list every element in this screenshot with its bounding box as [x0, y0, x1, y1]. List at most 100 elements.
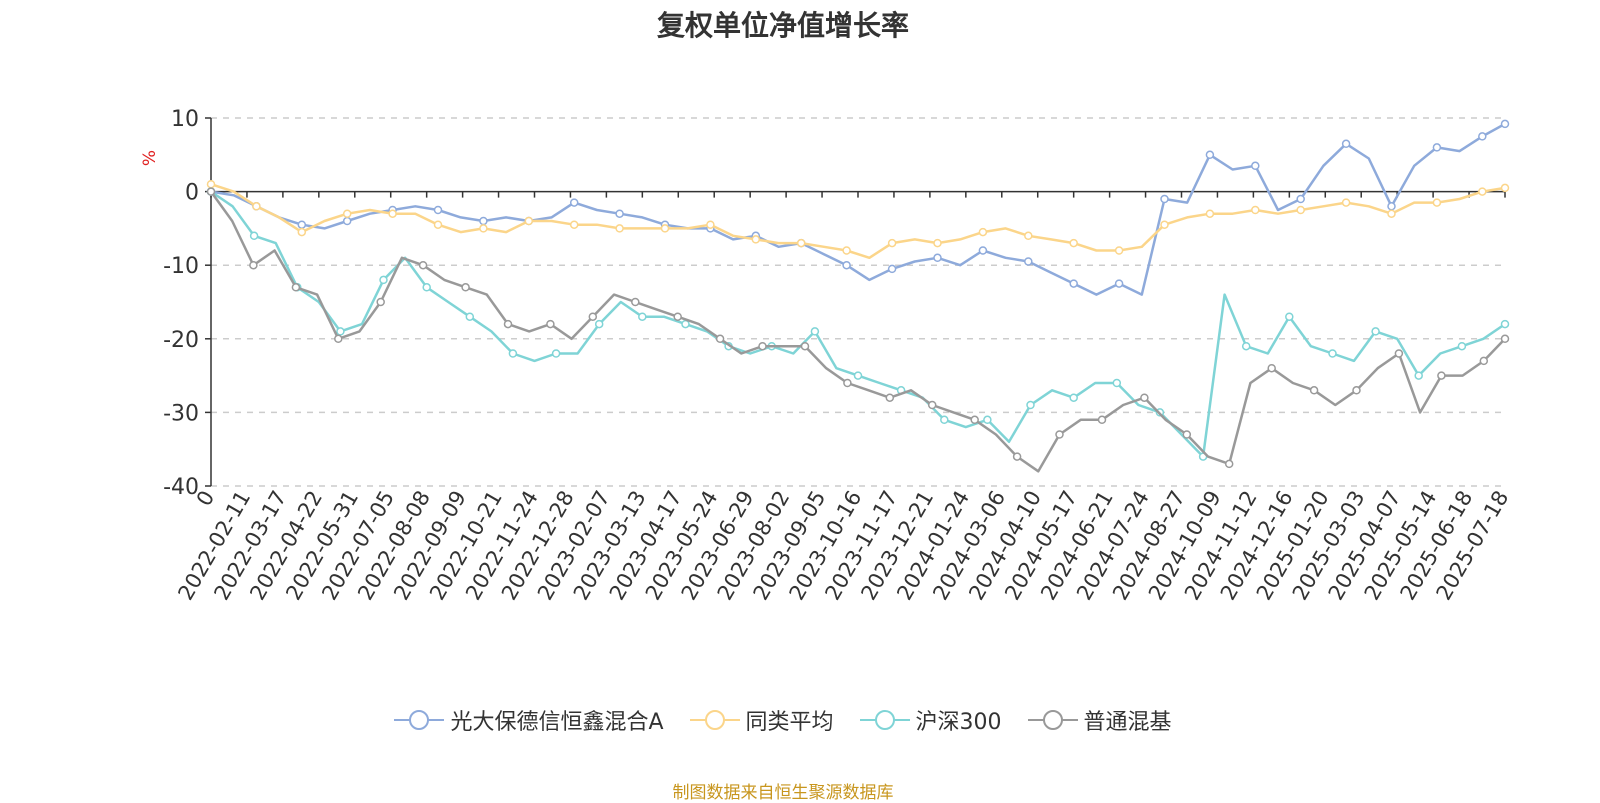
series-0-point-56	[1478, 132, 1487, 141]
series-2-point-36	[983, 415, 992, 425]
series-2-point-56	[1414, 371, 1423, 380]
series-0-point-38	[1069, 279, 1078, 288]
series-2-point-18	[594, 319, 604, 329]
source-note: 制图数据来自恒生聚源数据库	[672, 783, 894, 803]
series-1-point-30	[887, 238, 897, 248]
series-0-point-28	[842, 260, 851, 270]
series-1-point-34	[978, 227, 988, 237]
legend-swatch-icon	[394, 710, 445, 730]
grid-lines	[211, 117, 1505, 487]
series-3-point-2	[249, 260, 258, 270]
series-1-point-40	[1114, 246, 1124, 255]
series-1-point-57	[1500, 183, 1510, 193]
series-0-point-40	[1114, 279, 1124, 288]
series-1-point-4	[297, 227, 307, 237]
series-1-point-44	[1205, 209, 1215, 218]
series-1-point-48	[1296, 205, 1305, 215]
series-line-2	[210, 190, 1506, 458]
axes	[205, 117, 1506, 487]
series-line-0	[210, 122, 1506, 296]
series-0-point-30	[887, 264, 897, 274]
series-1-point-10	[433, 220, 443, 229]
series-0-point-57	[1500, 119, 1510, 129]
series-3-point-26	[758, 341, 767, 351]
y-tick-label-3: -20	[163, 328, 199, 353]
series-3-point-8	[376, 297, 385, 307]
series-1-point-56	[1478, 187, 1487, 196]
series-2-point-52	[1328, 349, 1337, 358]
series-2-point-50	[1285, 312, 1294, 321]
series-3-point-61	[1500, 334, 1510, 344]
series-1-point-52	[1387, 209, 1396, 218]
series-0-point-12	[479, 216, 488, 226]
series-1-point-28	[842, 246, 851, 255]
series-3-point-16	[546, 319, 555, 329]
series-3-point-50	[1267, 363, 1276, 373]
series-0-point-34	[978, 246, 988, 255]
y-tick-label-1: 0	[185, 181, 199, 206]
series-1-point-24	[751, 235, 761, 244]
y-tick-label-5: -40	[163, 475, 199, 500]
series-3-point-28	[800, 341, 810, 351]
series-1-point-42	[1160, 220, 1169, 229]
series-0-point-36	[1024, 257, 1033, 266]
series-0-point-54	[1432, 143, 1442, 152]
series-2-point-40	[1069, 393, 1078, 402]
legend-item-1[interactable]: 同类平均	[689, 704, 834, 736]
series-3-point-14	[503, 319, 513, 329]
y-tick-label-0: 10	[171, 107, 199, 132]
series-1-point-38	[1069, 238, 1078, 248]
series-3-point-32	[885, 393, 895, 402]
series-1-point-22	[706, 220, 715, 229]
y-tick-label-2: -10	[163, 254, 199, 279]
series-0-point-10	[433, 205, 443, 215]
legend: 光大保德信恒鑫混合A 同类平均 沪深300 普通混基	[0, 704, 1566, 736]
series-line-1	[210, 183, 1506, 260]
series-2-point-16	[551, 349, 561, 358]
tick-labels: 100-10-20-30-40%02022-02-112022-03-17202…	[140, 107, 1513, 604]
series-3-point-46	[1182, 430, 1192, 439]
series-0-point-4	[297, 220, 307, 229]
series-3-point-24	[715, 334, 725, 344]
series-3-point-4	[291, 283, 301, 292]
series-1-point-0	[206, 179, 216, 189]
series-0-point-32	[933, 253, 942, 263]
series-3-point-0	[206, 187, 216, 196]
series-1-point-26	[796, 238, 806, 248]
series-0-point-52	[1387, 202, 1396, 211]
series-3-point-58	[1437, 371, 1446, 380]
series-3-point-10	[418, 260, 428, 270]
series-2-point-14	[508, 349, 518, 358]
series-3-point-60	[1479, 356, 1489, 366]
series-2-point-30	[853, 371, 863, 380]
series-2-point-38	[1026, 400, 1035, 410]
series-1-point-12	[479, 224, 488, 233]
series-1-point-18	[615, 224, 624, 233]
series-lines	[206, 119, 1510, 473]
legend-item-0[interactable]: 光大保德信恒鑫混合A	[394, 704, 664, 736]
series-2-point-8	[379, 275, 388, 285]
series-1-point-50	[1341, 198, 1351, 207]
legend-label: 沪深300	[915, 710, 1002, 735]
series-1-point-8	[388, 209, 397, 218]
legend-swatch-icon	[689, 710, 740, 730]
series-2-point-42	[1112, 378, 1122, 388]
series-3-point-6	[334, 334, 343, 344]
series-0-point-44	[1205, 150, 1215, 160]
series-2-point-48	[1241, 341, 1251, 351]
series-2-point-12	[465, 312, 475, 321]
series-2-point-10	[422, 283, 431, 292]
series-1-point-54	[1432, 198, 1442, 207]
series-3-point-42	[1097, 415, 1107, 425]
series-1-point-14	[524, 216, 534, 226]
chart-title: 复权单位净值增长率	[656, 9, 909, 42]
series-2-point-58	[1457, 341, 1467, 351]
legend-label: 光大保德信恒鑫混合A	[450, 710, 664, 735]
series-1-point-16	[569, 220, 579, 229]
legend-swatch-icon	[859, 710, 910, 730]
series-2-point-2	[249, 231, 259, 241]
series-0-point-16	[569, 198, 579, 207]
legend-item-3[interactable]: 普通混基	[1027, 704, 1172, 736]
legend-item-2[interactable]: 沪深300	[859, 704, 1002, 736]
series-0-point-42	[1160, 194, 1169, 204]
